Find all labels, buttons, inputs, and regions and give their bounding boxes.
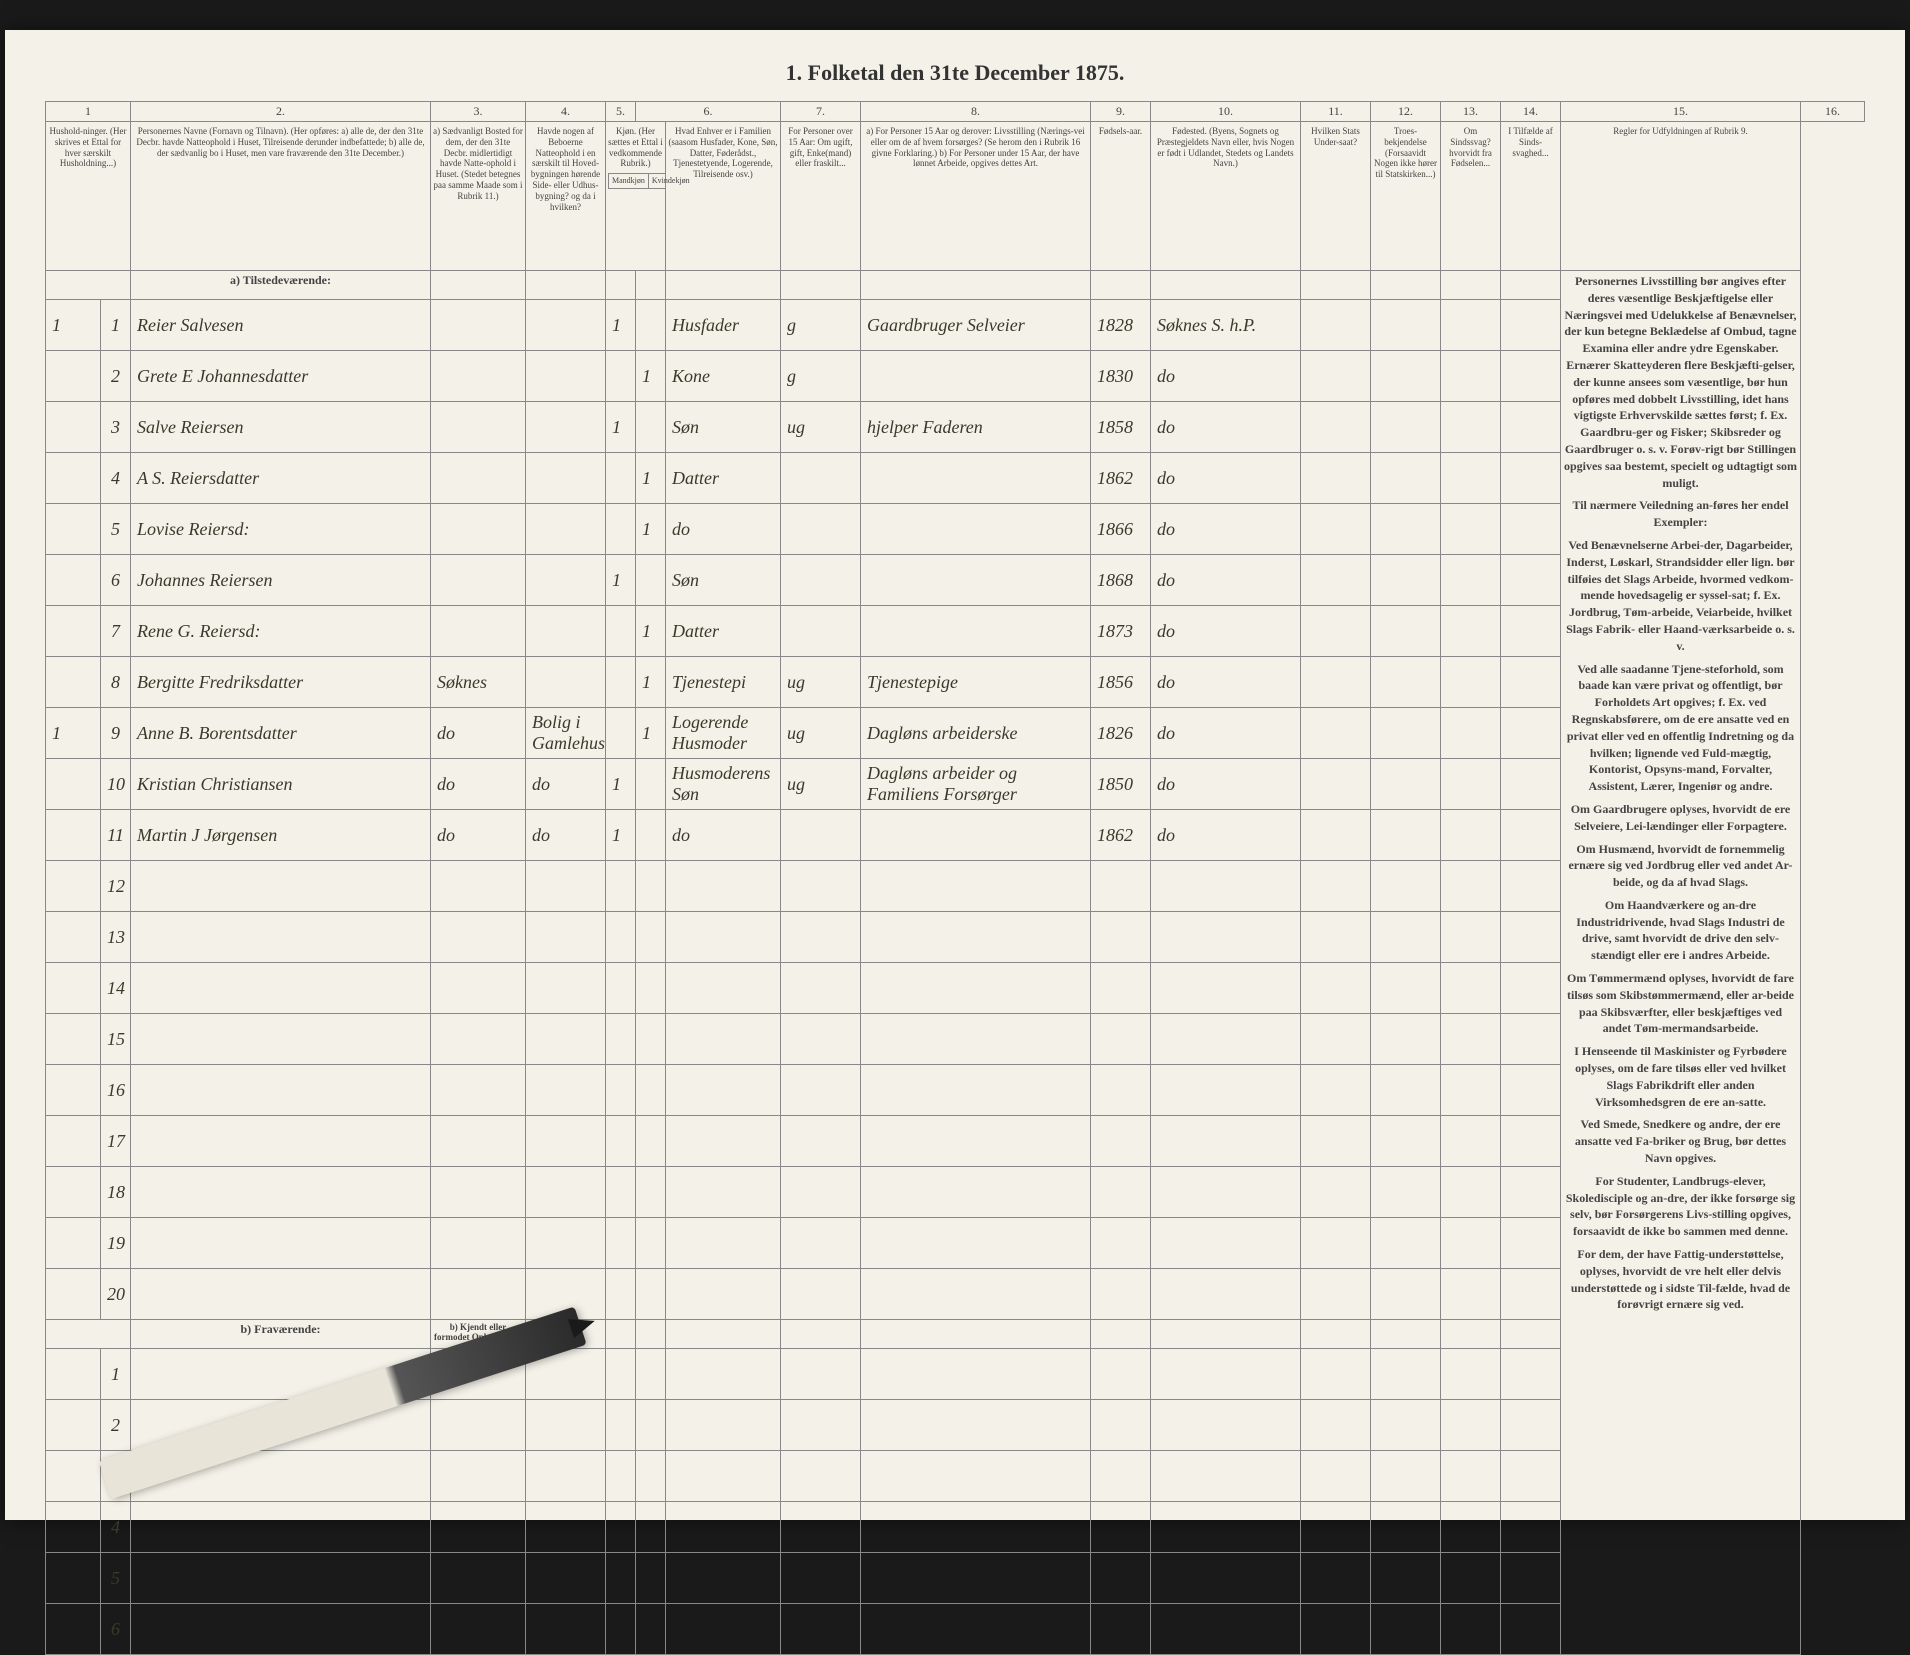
table-body: a) Tilstedeværende:Personernes Livsstill… xyxy=(46,271,1865,1655)
column-number-row: 12.3.4.5.6.7.8.9.10.11.12.13.14.15.16. xyxy=(46,102,1865,122)
column-header-row: Hushold-ninger. (Her skrives et Ettal fo… xyxy=(46,122,1865,271)
instructions-cell: Personernes Livsstilling bør angives eft… xyxy=(1561,271,1801,1655)
page-title: 1. Folketal den 31te December 1875. xyxy=(45,60,1865,86)
census-page: 1. Folketal den 31te December 1875. 12.3… xyxy=(5,30,1905,1520)
